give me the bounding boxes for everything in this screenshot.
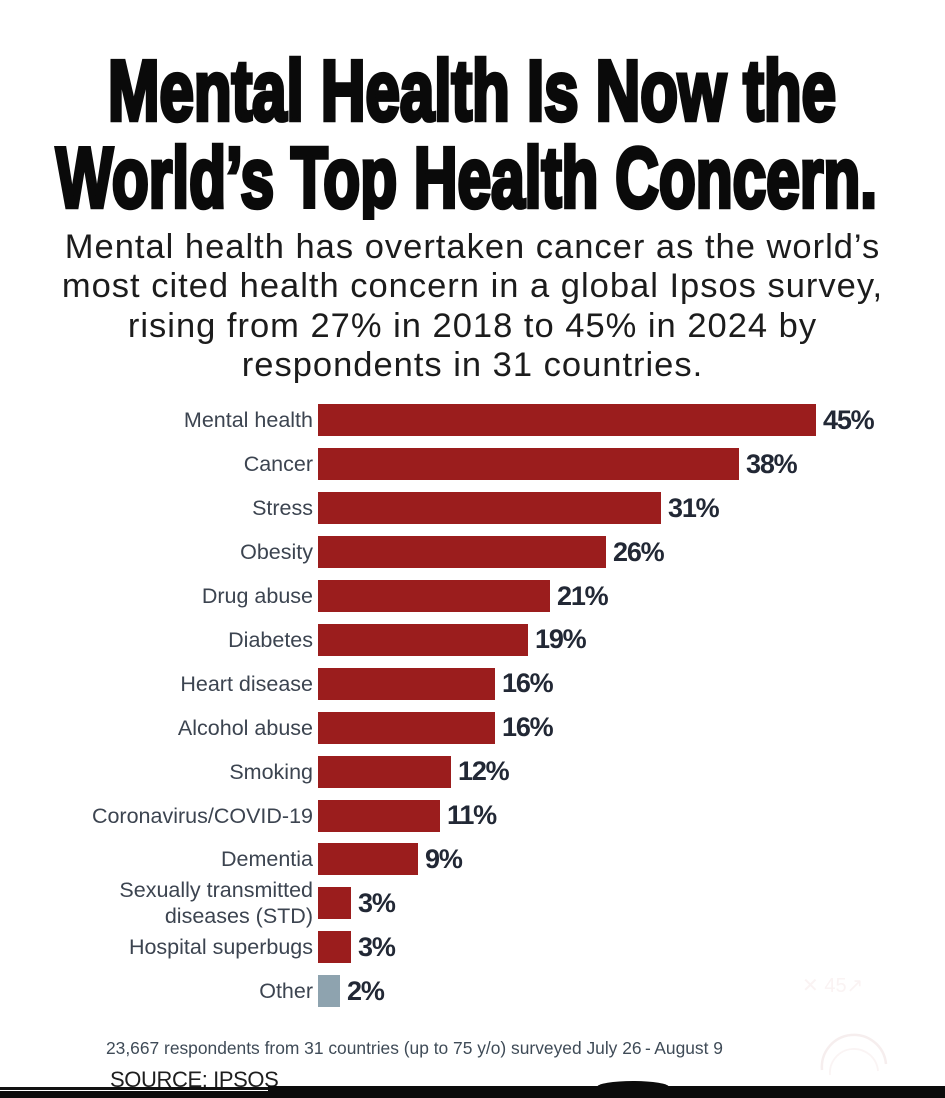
svg-text:✕ 45↗: ✕ 45↗ [802,975,863,997]
svg-text:World’s Top Health Concern.: World’s Top Health Concern. [56,131,877,220]
svg-text:Mental Health Is Now the: Mental Health Is Now the [108,44,836,139]
